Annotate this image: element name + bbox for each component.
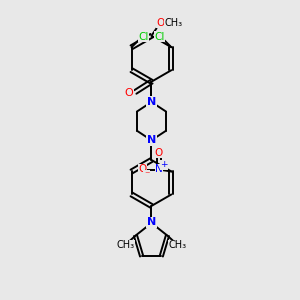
Text: Cl: Cl <box>138 32 148 42</box>
Text: Cl: Cl <box>154 32 165 42</box>
Text: O: O <box>124 88 133 98</box>
Text: O: O <box>157 17 165 28</box>
Text: +: + <box>160 160 168 169</box>
Text: N: N <box>147 97 156 107</box>
Text: CH₃: CH₃ <box>169 240 187 250</box>
Text: O: O <box>138 164 146 174</box>
Text: N: N <box>147 218 156 227</box>
Text: N: N <box>155 164 163 174</box>
Text: ⁻: ⁻ <box>144 170 149 180</box>
Text: CH₃: CH₃ <box>164 17 182 28</box>
Text: N: N <box>147 135 156 145</box>
Text: CH₃: CH₃ <box>116 240 134 250</box>
Text: O: O <box>155 148 163 158</box>
